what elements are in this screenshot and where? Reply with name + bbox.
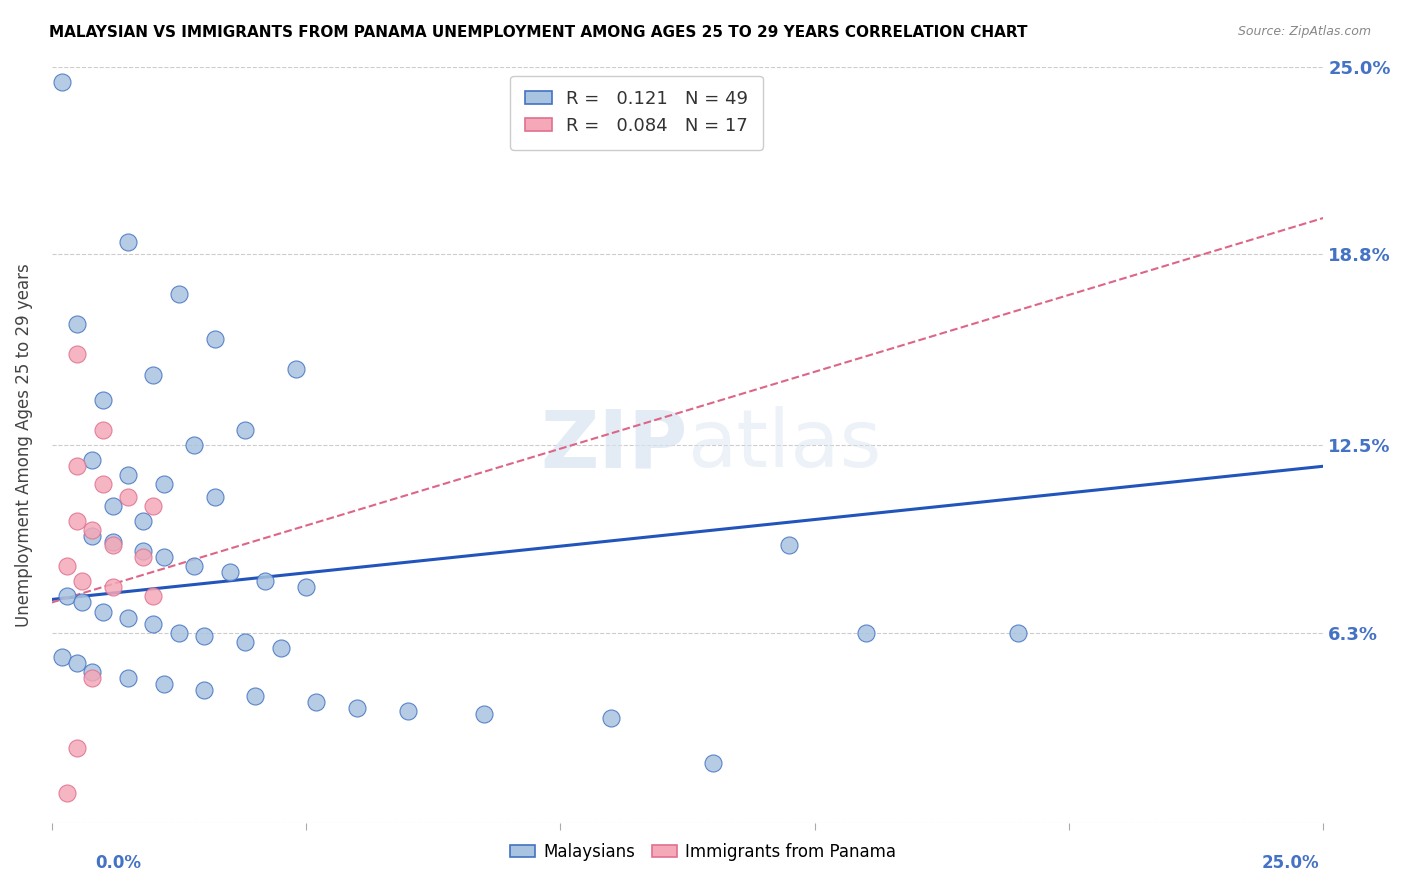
Point	[117, 610, 139, 624]
Point	[600, 710, 623, 724]
Text: atlas: atlas	[688, 406, 882, 484]
Point	[82, 453, 104, 467]
Point	[66, 740, 89, 755]
Point	[245, 690, 267, 704]
Point	[204, 332, 226, 346]
Point	[183, 559, 205, 574]
Y-axis label: Unemployment Among Ages 25 to 29 years: Unemployment Among Ages 25 to 29 years	[15, 263, 32, 627]
Point	[702, 756, 724, 770]
Point	[66, 347, 89, 361]
Point	[91, 392, 114, 407]
Point	[91, 477, 114, 491]
Point	[142, 616, 165, 631]
Point	[152, 477, 174, 491]
Text: MALAYSIAN VS IMMIGRANTS FROM PANAMA UNEMPLOYMENT AMONG AGES 25 TO 29 YEARS CORRE: MALAYSIAN VS IMMIGRANTS FROM PANAMA UNEM…	[49, 25, 1028, 40]
Text: 0.0%: 0.0%	[96, 855, 142, 872]
Point	[142, 368, 165, 383]
Point	[396, 705, 419, 719]
Point	[284, 362, 307, 376]
Text: ZIP: ZIP	[540, 406, 688, 484]
Point	[295, 580, 318, 594]
Point	[778, 538, 800, 552]
Point	[346, 701, 368, 715]
Point	[66, 317, 89, 331]
Point	[101, 499, 124, 513]
Point	[66, 459, 89, 474]
Point	[142, 499, 165, 513]
Point	[51, 650, 73, 665]
Point	[101, 580, 124, 594]
Point	[82, 671, 104, 685]
Point	[117, 671, 139, 685]
Point	[51, 75, 73, 89]
Point	[183, 438, 205, 452]
Point	[218, 565, 240, 579]
Point	[254, 574, 277, 589]
Point	[117, 235, 139, 250]
Point	[132, 514, 155, 528]
Point	[233, 635, 256, 649]
Point	[132, 544, 155, 558]
Point	[56, 559, 79, 574]
Point	[152, 550, 174, 565]
Text: Source: ZipAtlas.com: Source: ZipAtlas.com	[1237, 25, 1371, 38]
Point	[101, 535, 124, 549]
Legend: R =   0.121   N = 49, R =   0.084   N = 17: R = 0.121 N = 49, R = 0.084 N = 17	[510, 76, 763, 150]
Legend: Malaysians, Immigrants from Panama: Malaysians, Immigrants from Panama	[503, 837, 903, 868]
Point	[91, 605, 114, 619]
Point	[101, 538, 124, 552]
Point	[91, 423, 114, 437]
Point	[132, 550, 155, 565]
Point	[152, 677, 174, 691]
Point	[270, 640, 292, 655]
Point	[142, 590, 165, 604]
Point	[1007, 625, 1029, 640]
Point	[167, 286, 190, 301]
Point	[117, 490, 139, 504]
Point	[82, 529, 104, 543]
Point	[82, 523, 104, 537]
Point	[855, 625, 877, 640]
Point	[56, 786, 79, 800]
Text: 25.0%: 25.0%	[1261, 855, 1319, 872]
Point	[66, 656, 89, 670]
Point	[193, 629, 215, 643]
Point	[66, 514, 89, 528]
Point	[472, 707, 495, 722]
Point	[82, 665, 104, 679]
Point	[56, 590, 79, 604]
Point	[117, 468, 139, 483]
Point	[305, 695, 328, 709]
Point	[72, 595, 94, 609]
Point	[204, 490, 226, 504]
Point	[233, 423, 256, 437]
Point	[72, 574, 94, 589]
Point	[167, 625, 190, 640]
Point	[193, 683, 215, 698]
